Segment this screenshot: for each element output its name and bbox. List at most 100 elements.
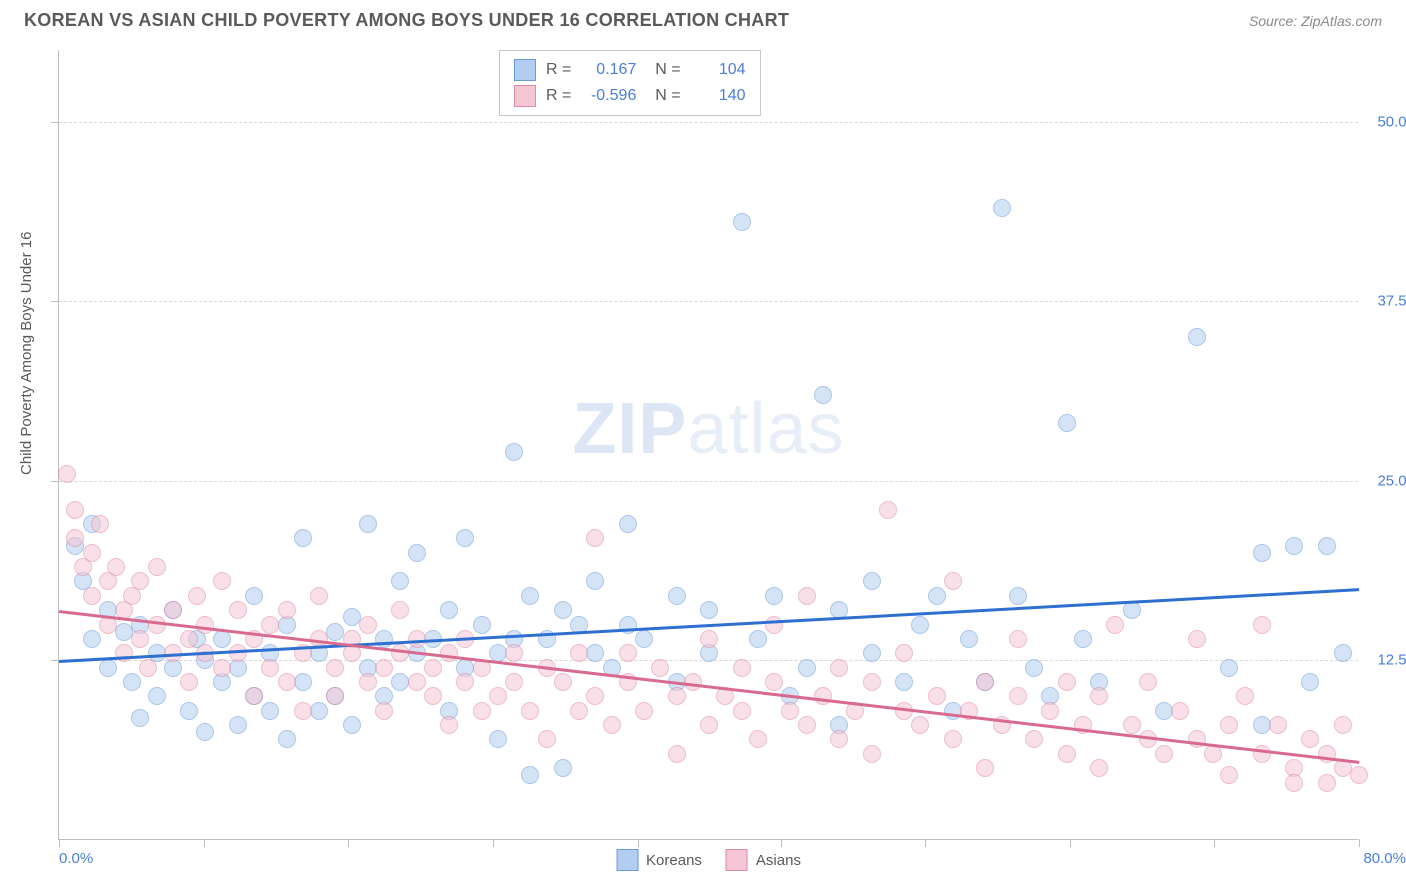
data-point [213,659,231,677]
data-point [976,759,994,777]
data-point [1318,537,1336,555]
data-point [473,702,491,720]
stat-n-label: N = [646,61,680,79]
data-point [1009,687,1027,705]
x-tick [1070,839,1071,847]
data-point [863,644,881,662]
data-point [180,630,198,648]
data-point [294,529,312,547]
legend-item: Koreans [616,849,702,871]
data-point [66,529,84,547]
data-point [1301,673,1319,691]
data-point [1253,616,1271,634]
data-point [229,716,247,734]
data-point [863,673,881,691]
data-point [473,616,491,634]
data-point [814,386,832,404]
y-axis-label: Child Poverty Among Boys Under 16 [18,232,35,475]
data-point [733,213,751,231]
data-point [489,687,507,705]
data-point [554,673,572,691]
data-point [261,659,279,677]
data-point [99,659,117,677]
data-point [538,730,556,748]
data-point [213,572,231,590]
data-point [944,572,962,590]
data-point [294,702,312,720]
data-point [1155,745,1173,763]
data-point [1058,673,1076,691]
data-point [359,515,377,533]
data-point [440,644,458,662]
legend-label: Koreans [646,852,702,869]
data-point [863,572,881,590]
data-point [586,687,604,705]
data-point [1074,630,1092,648]
data-point [603,716,621,734]
correlation-stats-legend: R =0.167 N =104R =-0.596 N =140 [499,50,761,116]
data-point [278,601,296,619]
data-point [391,601,409,619]
data-point [521,766,539,784]
data-point [440,716,458,734]
data-point [391,644,409,662]
data-point [749,730,767,748]
data-point [229,644,247,662]
data-point [1188,630,1206,648]
data-point [1220,716,1238,734]
data-point [310,587,328,605]
data-point [456,673,474,691]
data-point [781,702,799,720]
data-point [830,659,848,677]
x-tick [204,839,205,847]
x-tick [493,839,494,847]
y-tick-label: 25.0% [1377,472,1406,489]
data-point [1090,759,1108,777]
stat-r-label: R = [546,87,571,105]
x-tick [781,839,782,847]
data-point [1058,745,1076,763]
data-point [911,716,929,734]
stats-row: R =0.167 N =104 [514,57,746,83]
data-point [1188,730,1206,748]
data-point [1318,774,1336,792]
data-point [375,702,393,720]
data-point [1334,644,1352,662]
data-point [505,443,523,461]
data-point [830,730,848,748]
stat-n-value: 140 [691,87,746,105]
data-point [1171,702,1189,720]
stat-n-value: 104 [691,61,746,79]
data-point [343,716,361,734]
series-swatch [514,85,536,107]
data-point [635,630,653,648]
data-point [1009,630,1027,648]
data-point [326,687,344,705]
data-point [976,673,994,691]
data-point [863,745,881,763]
data-point [261,702,279,720]
data-point [359,673,377,691]
data-point [1285,774,1303,792]
data-point [391,572,409,590]
data-point [635,702,653,720]
series-legend: Koreans Asians [616,849,801,871]
data-point [505,644,523,662]
legend-item: Asians [726,849,801,871]
data-point [83,630,101,648]
data-point [456,529,474,547]
data-point [993,199,1011,217]
data-point [1253,745,1271,763]
source-label: Source: ZipAtlas.com [1249,13,1382,29]
data-point [895,644,913,662]
data-point [798,659,816,677]
data-point [814,687,832,705]
x-tick [348,839,349,847]
stat-n-label: N = [646,87,680,105]
data-point [700,630,718,648]
data-point [1204,745,1222,763]
y-tick-label: 50.0% [1377,113,1406,130]
data-point [83,544,101,562]
data-point [278,673,296,691]
data-point [107,558,125,576]
